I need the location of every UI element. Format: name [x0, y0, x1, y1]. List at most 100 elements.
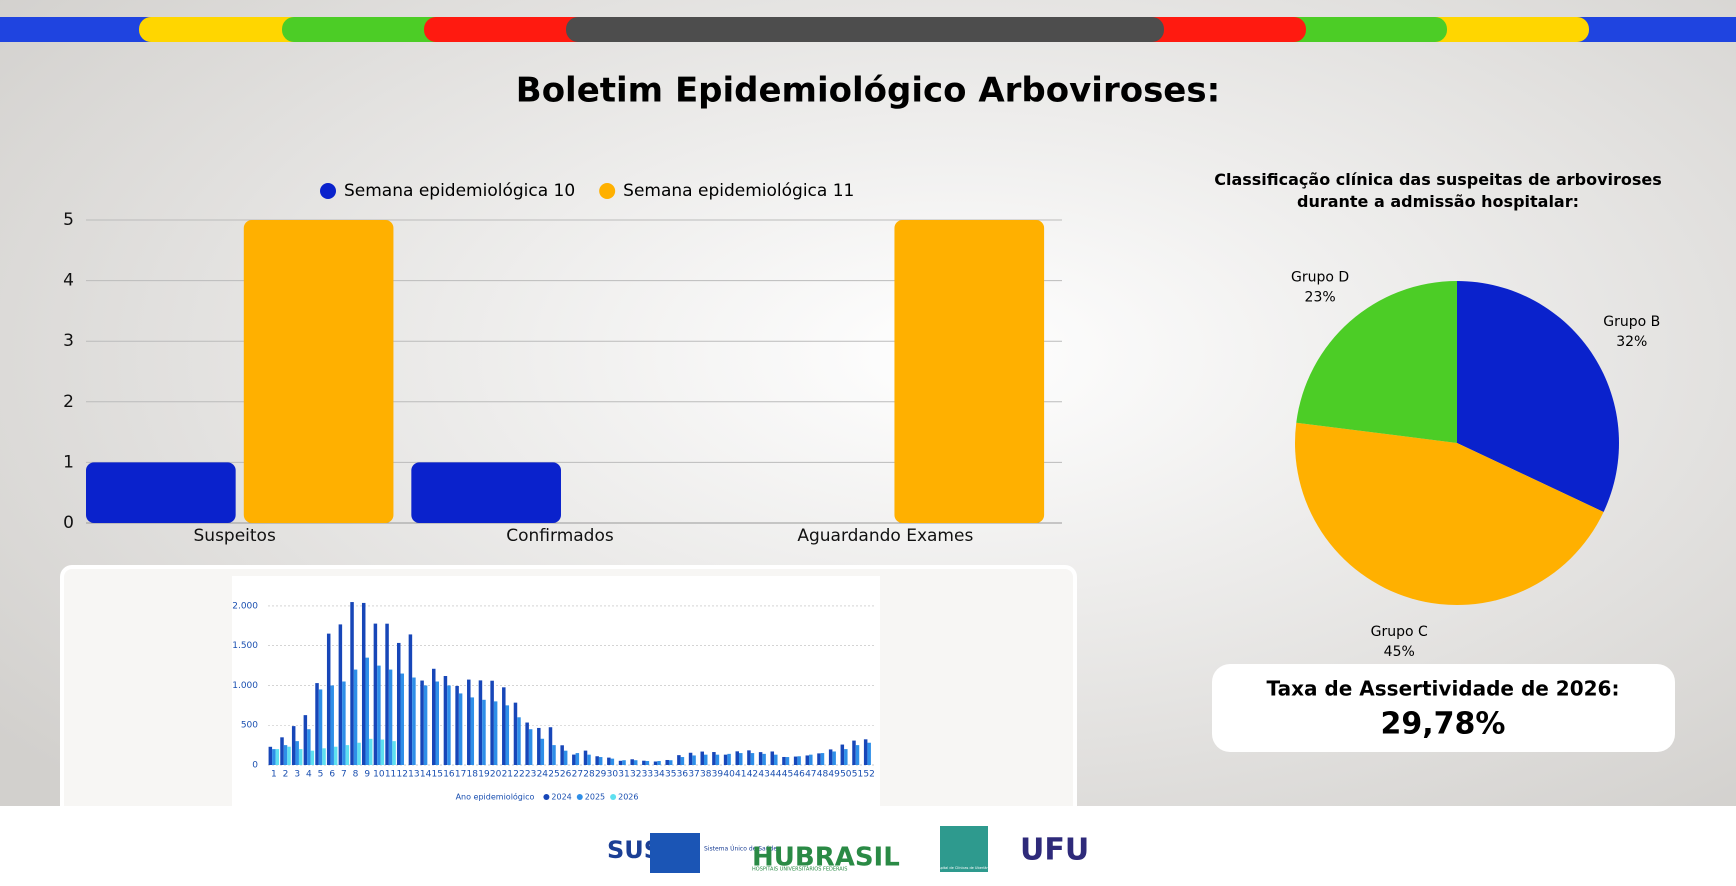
- bar: [458, 693, 463, 765]
- x-axis-label: Ano epidemiológico: [456, 792, 535, 802]
- logo-sub: Sistema Único de Saúde: [704, 846, 777, 853]
- bar: [493, 701, 498, 765]
- bar: [598, 757, 603, 765]
- bar: [272, 749, 276, 765]
- x-tick-label: 46: [793, 770, 805, 780]
- x-tick-label: 41: [735, 770, 746, 780]
- y-tick-label: 5: [63, 210, 74, 230]
- pie-title: Classificação clínica das suspeitas de a…: [1214, 170, 1662, 211]
- bar: [275, 749, 280, 765]
- bar: [735, 751, 740, 765]
- bar: [342, 681, 346, 765]
- bar: [361, 602, 366, 765]
- x-tick-label: 28: [583, 770, 595, 780]
- bar: [392, 741, 396, 765]
- slice-value: 23%: [1305, 290, 1336, 306]
- bar: [852, 740, 856, 765]
- bar: [820, 753, 825, 765]
- bar: [333, 746, 338, 765]
- x-tick-label: 10: [373, 770, 385, 780]
- bar: [396, 642, 401, 765]
- footer-logos: SUS Sistema Único de Saúde HUBRASIL HOSP…: [607, 826, 1089, 873]
- bar: [762, 753, 766, 765]
- bar: [642, 760, 646, 765]
- bar: [653, 761, 658, 765]
- pie-slice: [1296, 281, 1457, 443]
- x-tick-label: 23: [525, 770, 536, 780]
- bar: [502, 687, 506, 765]
- bar: [350, 602, 354, 765]
- x-tick-label: 43: [758, 770, 769, 780]
- x-tick-label: 14: [420, 770, 432, 780]
- x-tick-label: 47: [805, 770, 816, 780]
- slice-label: Grupo B: [1603, 314, 1660, 330]
- pie-slice: [1457, 281, 1620, 512]
- x-tick-label: 36: [677, 770, 689, 780]
- x-tick-label: 26: [560, 770, 572, 780]
- x-tick-label: 22: [513, 770, 524, 780]
- bar: [353, 669, 358, 765]
- bar: [525, 722, 529, 765]
- bar: [322, 748, 326, 765]
- bar: [280, 737, 284, 765]
- bar: [618, 760, 623, 765]
- bar: [793, 756, 798, 765]
- x-tick-label: 8: [353, 770, 359, 780]
- x-tick-label: 1: [271, 770, 277, 780]
- bar: [828, 749, 833, 765]
- legend-label: Semana epidemiológica 10: [344, 181, 575, 201]
- y-tick-label: 0: [63, 513, 74, 533]
- bar: [400, 673, 404, 765]
- bar: [712, 752, 716, 765]
- legend-label: 2025: [585, 793, 605, 802]
- x-tick-label: 2: [283, 770, 289, 780]
- bar: [867, 742, 871, 765]
- bar: [797, 756, 801, 765]
- bar: [572, 754, 576, 765]
- kpi-box: [1212, 664, 1675, 752]
- logo: HUBRASIL: [752, 843, 900, 873]
- bar: [723, 754, 728, 765]
- bar: [758, 752, 763, 765]
- bar: [607, 757, 611, 765]
- bar: [388, 669, 393, 765]
- bar: [817, 753, 821, 765]
- x-tick-label: 50: [840, 770, 852, 780]
- x-tick-label: 44: [770, 770, 782, 780]
- x-tick-label: 21: [502, 770, 513, 780]
- bar: [552, 745, 556, 765]
- x-tick-label: 4: [306, 770, 312, 780]
- bar: [411, 462, 561, 523]
- bar: [747, 750, 751, 765]
- bar: [700, 751, 704, 765]
- x-tick-label: 3: [294, 770, 300, 780]
- pie-slice: [1295, 422, 1604, 606]
- x-tick-label: 42: [747, 770, 758, 780]
- x-tick-label: 6: [329, 770, 335, 780]
- bar: [782, 756, 786, 765]
- bar: [385, 623, 389, 765]
- bar: [330, 685, 334, 765]
- bar: [840, 744, 845, 765]
- x-tick-label: 34: [653, 770, 665, 780]
- kpi-label: Taxa de Assertividade de 2026:: [1267, 677, 1620, 701]
- bar: [243, 220, 394, 523]
- x-tick-label: 49: [828, 770, 840, 780]
- bar: [310, 750, 315, 765]
- x-tick-label: 52: [863, 770, 874, 780]
- x-tick-label: 45: [782, 770, 793, 780]
- x-tick-label: 32: [630, 770, 641, 780]
- bar: [408, 634, 413, 765]
- x-tick-label: 40: [723, 770, 735, 780]
- x-tick-label: 13: [408, 770, 419, 780]
- bar: [443, 676, 448, 765]
- bar: [373, 623, 378, 765]
- x-tick-label: Suspeitos: [194, 526, 276, 546]
- bar: [528, 729, 533, 765]
- bar: [715, 754, 720, 765]
- x-tick-label: 33: [642, 770, 653, 780]
- y-tick-label: 3: [63, 331, 74, 351]
- bar: [86, 462, 236, 523]
- bar: [455, 685, 459, 765]
- x-tick-label: 38: [700, 770, 712, 780]
